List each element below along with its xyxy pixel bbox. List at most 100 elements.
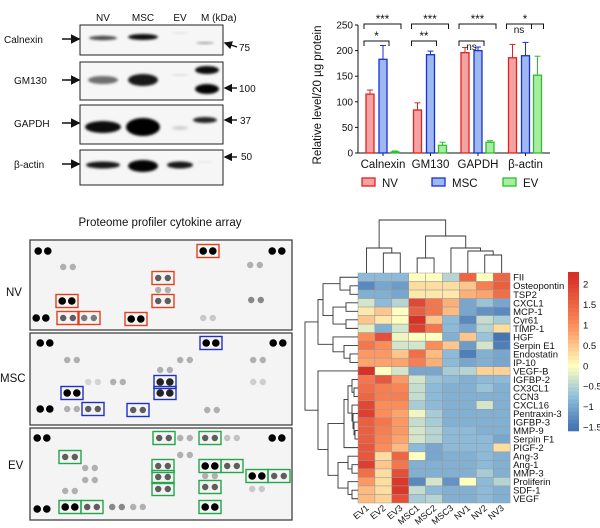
heatmap-cell-Ang-1-EV1 bbox=[357, 460, 376, 470]
heatmap-cell-CX3CL1-NV3 bbox=[492, 383, 511, 393]
array-spot bbox=[164, 462, 171, 470]
highlight-box-EV bbox=[151, 481, 175, 497]
colorbar-segment bbox=[568, 407, 579, 412]
heatmap-cell-Serpin E1-MSC3 bbox=[442, 340, 460, 350]
array-spot bbox=[130, 503, 137, 511]
heatmap-cell-CXCL16-MSC3 bbox=[442, 400, 460, 410]
array-spot bbox=[139, 406, 146, 414]
heatmap-cell-Pentraxin-3-MSC3 bbox=[442, 409, 460, 419]
row-dendrogram-branch bbox=[351, 379, 358, 393]
heatmap-cell-Pentraxin-3-NV2 bbox=[476, 409, 494, 419]
row-dendrogram-branch bbox=[339, 276, 358, 291]
column-dendrogram-branch bbox=[467, 250, 494, 273]
array-spot bbox=[177, 356, 184, 364]
heatmap-cell-Pentraxin-3-MSC1 bbox=[408, 409, 426, 419]
heatmap-cell-FII-NV3 bbox=[492, 272, 511, 282]
colorbar-tick-label: −0.5 bbox=[583, 382, 600, 393]
array-spot bbox=[257, 296, 264, 304]
blot-band bbox=[172, 32, 188, 34]
array-spot bbox=[93, 503, 101, 511]
heatmap-cell-MMP-9-NV1 bbox=[459, 426, 477, 436]
row-dendrogram-branch bbox=[304, 321, 318, 411]
heatmap-cell-TSP2-MSC1 bbox=[408, 289, 426, 299]
heatmap-cell-Ang-1-EV3 bbox=[391, 460, 409, 470]
heatmap-cell-SDF-1-MSC1 bbox=[408, 485, 426, 495]
row-dendrogram-branch bbox=[351, 464, 358, 474]
panel-label-nv: NV bbox=[6, 287, 22, 299]
heatmap-cell-IGFBP-3-NV3 bbox=[492, 417, 511, 427]
heatmap-cell-TIMP-1-NV1 bbox=[459, 323, 477, 333]
array-spot bbox=[61, 453, 69, 461]
array-spot bbox=[43, 505, 51, 513]
array-spot bbox=[63, 405, 71, 413]
array-spot bbox=[164, 286, 171, 294]
bar-MSC-Calnexin bbox=[378, 58, 388, 154]
bar-MSC-GM130 bbox=[425, 54, 436, 154]
heatmap-cell-IGFBP-2-EV2 bbox=[374, 374, 393, 384]
array-spot bbox=[61, 503, 69, 511]
heatmap-cell-IP-10-MSC3 bbox=[442, 357, 460, 367]
heatmap-cell-IGFBP-3-EV1 bbox=[357, 417, 376, 427]
heatmap-cell-VEGF-B-MSC3 bbox=[442, 366, 460, 376]
array-spot bbox=[60, 263, 67, 271]
significance-label: ns bbox=[466, 42, 477, 53]
heatmap-cell-Proliferin-NV3 bbox=[492, 477, 511, 487]
highlight-box-EV bbox=[151, 469, 175, 485]
heatmap-cell-Serpin F1-EV3 bbox=[391, 434, 409, 444]
bar-MSC-GAPDH bbox=[473, 49, 483, 154]
bar-EV-GM130 bbox=[437, 144, 448, 154]
array-spot bbox=[177, 451, 184, 459]
colorbar-segment bbox=[568, 383, 579, 388]
heatmap-cell-PIGF-2-EV3 bbox=[391, 443, 409, 453]
heatmap-cell-IP-10-MSC2 bbox=[425, 357, 443, 367]
heatmap-cell-MCP-1-NV3 bbox=[492, 306, 511, 316]
heatmap-cell-VEGF-MSC2 bbox=[425, 494, 443, 504]
row-label: SDF-1 bbox=[513, 486, 540, 497]
array-spot bbox=[36, 405, 44, 413]
array-spot bbox=[164, 274, 171, 282]
significance-bracket bbox=[411, 40, 437, 46]
heatmap-cell-Serpin E1-NV3 bbox=[492, 340, 511, 350]
heatmap-cell-Proliferin-MSC3 bbox=[442, 477, 460, 487]
heatmap-cell-IGFBP-2-NV3 bbox=[492, 374, 511, 384]
bar-chart: Relative level/20 µg protein 0 50 100 150 20… bbox=[312, 14, 550, 190]
blot-band bbox=[167, 161, 193, 169]
heatmap-cell-TIMP-1-NV2 bbox=[476, 323, 494, 333]
heatmap-cell-HGF-MSC1 bbox=[408, 332, 426, 342]
heatmap-cell-CCN3-EV1 bbox=[357, 392, 376, 402]
heatmap-cell-MCP-1-NV2 bbox=[476, 306, 494, 316]
array-spot bbox=[139, 503, 146, 511]
heatmap-cell-CX3CL1-EV1 bbox=[357, 383, 376, 393]
heatmap-cell-VEGF-B-NV1 bbox=[459, 366, 477, 376]
heatmap-cell-MMP-9-EV1 bbox=[357, 426, 376, 436]
heatmap-cell-Cyr61-EV2 bbox=[374, 315, 393, 325]
heatmap-cell-CXCL1-NV2 bbox=[476, 298, 494, 308]
row-dendrogram-branch bbox=[327, 423, 344, 476]
heatmap-cell-HGF-EV2 bbox=[374, 332, 393, 342]
heatmap-cell-MMP-3-MSC2 bbox=[425, 468, 443, 478]
colorbar-segment bbox=[568, 411, 579, 416]
heatmap-cell-Ang-1-EV2 bbox=[374, 460, 393, 470]
heatmap-cell-Ang-3-NV3 bbox=[492, 451, 511, 461]
row-dendrogram-branch bbox=[332, 336, 358, 353]
array-spot bbox=[44, 247, 52, 255]
heatmap-cell-Cyr61-MSC3 bbox=[442, 315, 460, 325]
heatmap-cell-CXCL1-MSC1 bbox=[408, 298, 426, 308]
heatmap-cell-Osteopontin-NV2 bbox=[476, 281, 494, 291]
heatmap-cell-IGFBP-3-MSC1 bbox=[408, 417, 426, 427]
heatmap-cell-Cyr61-EV1 bbox=[357, 315, 376, 325]
highlight-box-EV bbox=[220, 458, 244, 474]
heatmap-cell-IGFBP-2-EV3 bbox=[391, 374, 409, 384]
highlight-box-NV bbox=[151, 270, 175, 286]
column-dendrogram-branch bbox=[484, 254, 503, 273]
blot-band bbox=[88, 76, 118, 84]
bar-EV-β-actin bbox=[532, 74, 543, 154]
array-spot bbox=[165, 434, 172, 442]
heatmap-cell-MCP-1-EV3 bbox=[391, 306, 409, 316]
row-label: PIGF-2 bbox=[513, 443, 544, 454]
array-spot bbox=[63, 356, 71, 364]
row-dendrogram-branch bbox=[347, 481, 358, 495]
bar-MSC-β-actin bbox=[520, 55, 531, 154]
heatmap-cell-TIMP-1-MSC1 bbox=[408, 323, 426, 333]
heatmap-cell-TSP2-EV2 bbox=[374, 289, 393, 299]
